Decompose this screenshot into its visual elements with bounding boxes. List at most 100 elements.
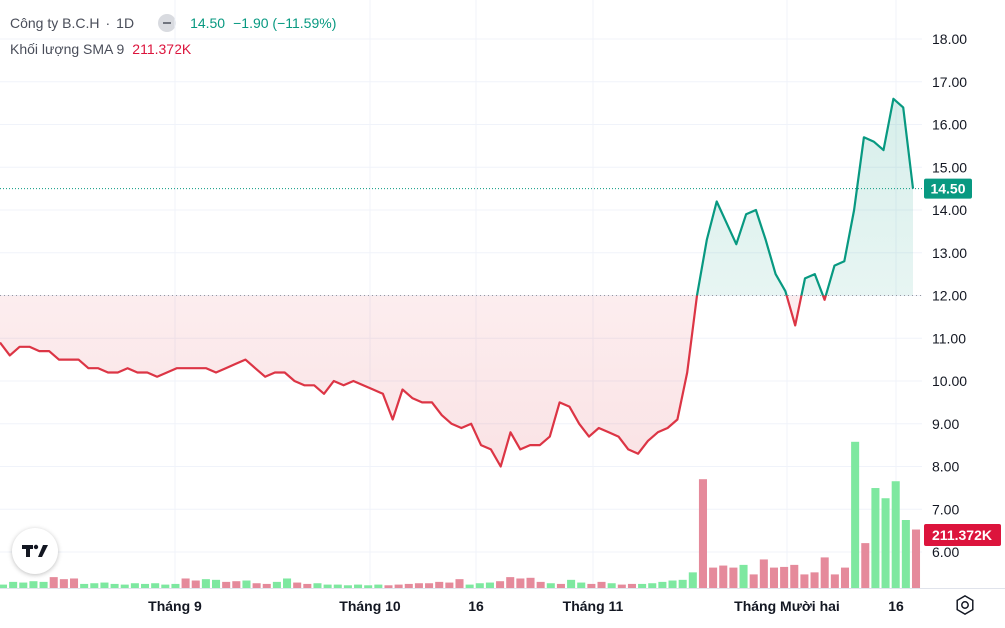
tradingview-logo-icon[interactable] — [12, 528, 58, 574]
x-tick-label: Tháng 11 — [563, 598, 624, 614]
price-line-above — [695, 97, 915, 296]
volume-bar — [526, 577, 535, 588]
volume-bar — [851, 441, 860, 588]
volume-bar — [638, 583, 647, 588]
volume-indicator-label[interactable]: Khối lượng SMA 9 — [10, 41, 125, 57]
volume-bar — [181, 578, 190, 588]
volume-bar — [556, 583, 565, 588]
interval-label[interactable]: 1D — [116, 15, 135, 31]
y-tick-label: 7.00 — [932, 501, 959, 517]
volume-bar — [394, 584, 403, 588]
volume-bar — [364, 585, 373, 588]
volume-bar — [567, 579, 576, 588]
close-value: 14.50 — [190, 15, 226, 31]
volume-bar — [688, 572, 697, 588]
volume-bar — [759, 559, 768, 588]
volume-bar — [404, 583, 413, 588]
volume-bar — [90, 583, 99, 588]
separator: · — [105, 15, 111, 31]
volume-legend-row: Khối lượng SMA 9 211.372K — [10, 36, 336, 62]
volume-bar — [59, 579, 68, 588]
volume-value-badge — [924, 524, 1001, 546]
y-tick-label: 17.00 — [932, 74, 967, 90]
volume-bar — [455, 579, 464, 588]
x-tick-label: Tháng 10 — [339, 598, 401, 614]
volume-bar — [911, 529, 921, 588]
volume-bar — [780, 566, 789, 588]
volume-bar — [445, 582, 454, 588]
volume-bar — [698, 479, 707, 588]
volume-bar — [485, 582, 494, 588]
volume-bar — [729, 567, 738, 588]
volume-bar — [465, 584, 474, 588]
last-price-badge — [924, 178, 972, 199]
y-tick-label: 14.00 — [932, 202, 967, 218]
volume-bar — [29, 581, 38, 588]
change-value: −1.90 (−11.59%) — [233, 15, 337, 31]
volume-bar — [840, 567, 850, 588]
volume-bar — [475, 583, 484, 588]
volume-bar — [871, 488, 880, 588]
y-tick-label: 11.00 — [932, 330, 966, 346]
tv-logo-glyph — [22, 544, 48, 557]
volume-bar — [597, 581, 606, 588]
volume-bar — [617, 584, 626, 588]
volume-bar — [719, 565, 728, 588]
volume-bar — [861, 543, 870, 588]
volume-bar — [648, 583, 657, 588]
volume-bar — [546, 583, 555, 588]
volume-bar — [9, 581, 18, 588]
volume-bar — [800, 574, 809, 588]
volume-bar — [191, 580, 200, 588]
y-tick-label: 15.00 — [932, 159, 967, 175]
volume-bar — [140, 583, 150, 588]
volume-indicator-value: 211.372K — [132, 41, 192, 57]
volume-bar — [69, 578, 79, 588]
volume-bar — [262, 583, 271, 588]
volume-bar — [151, 583, 160, 588]
volume-bar — [668, 580, 677, 588]
volume-bar — [435, 581, 444, 588]
volume-bar — [19, 582, 28, 588]
y-tick-label: 16.00 — [932, 117, 967, 133]
volume-bar — [516, 578, 525, 588]
volume-bar — [39, 581, 48, 588]
price-line-below — [0, 295, 827, 468]
last-price-label: 14.50 — [930, 181, 965, 197]
volume-bar — [820, 557, 829, 588]
hide-legend-icon[interactable] — [158, 14, 177, 32]
y-tick-label: 10.00 — [932, 373, 967, 389]
volume-bar — [323, 584, 332, 588]
volume-bar — [658, 581, 667, 588]
volume-bar — [414, 583, 423, 588]
volume-bar — [222, 581, 231, 588]
volume-bar — [242, 580, 251, 588]
volume-bar — [354, 584, 363, 588]
x-tick-label: Tháng 9 — [148, 598, 202, 614]
volume-bar — [587, 583, 596, 588]
volume-bar — [80, 583, 89, 588]
settings-gear-icon[interactable] — [954, 594, 976, 616]
volume-bar — [49, 577, 58, 588]
volume-bar — [252, 583, 261, 588]
volume-bar — [384, 585, 393, 588]
y-tick-label: 18.00 — [932, 31, 967, 47]
volume-bar — [303, 583, 312, 588]
volume-bar — [110, 583, 119, 588]
volume-bar — [100, 582, 109, 588]
volume-bar — [891, 481, 900, 588]
volume-bar — [678, 579, 687, 588]
volume-value-label: 211.372K — [932, 527, 992, 543]
volume-bar — [293, 582, 302, 588]
chart-legend: Công ty B.C.H · 1D 14.50 −1.90 (−11.59%)… — [10, 10, 336, 62]
volume-bar — [607, 583, 616, 588]
symbol-name[interactable]: Công ty B.C.H — [10, 15, 100, 31]
y-tick-label: 8.00 — [932, 459, 959, 475]
volume-bar — [810, 572, 819, 588]
volume-bar — [901, 520, 910, 588]
x-tick-label: Tháng Mười hai — [734, 598, 840, 614]
y-tick-label: 9.00 — [932, 416, 959, 432]
volume-bar — [333, 584, 342, 588]
volume-bar — [536, 581, 545, 588]
